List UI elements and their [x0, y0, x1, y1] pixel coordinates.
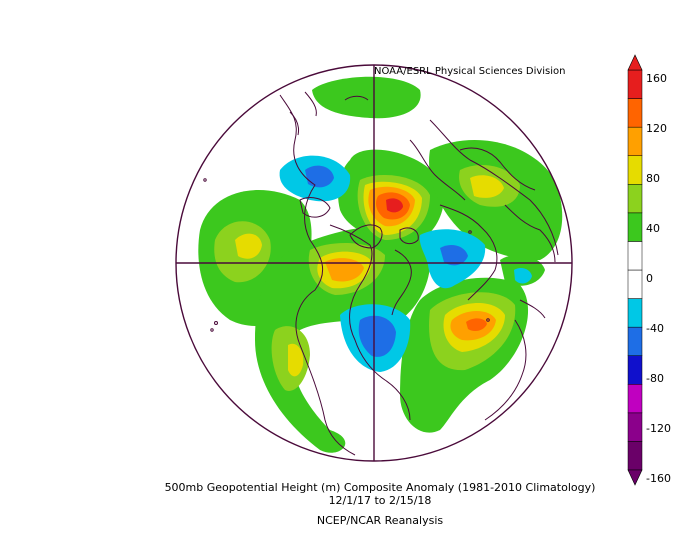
map-frame [175, 64, 573, 462]
colorbar [627, 54, 643, 486]
colorbar-tick-label: -80 [646, 372, 664, 385]
colorbar-tick-label: -40 [646, 322, 664, 335]
colorbar-swatch [627, 269, 643, 299]
colorbar-swatch [627, 126, 643, 156]
colorbar-swatch [627, 355, 643, 385]
colorbar-swatch [627, 384, 643, 414]
colorbar-tick-label: 40 [646, 222, 660, 235]
positive-anomaly-max [376, 192, 487, 332]
colorbar-swatch [627, 241, 643, 271]
colorbar-tick-label: -160 [646, 472, 671, 485]
caption-line-1: 500mb Geopotential Height (m) Composite … [164, 481, 596, 494]
colorbar-swatch [627, 155, 643, 185]
coastlines [203, 91, 559, 456]
colorbar-swatch [627, 326, 643, 356]
colorbar-bottom-arrow [627, 469, 643, 486]
colorbar-tick-label: -120 [646, 422, 671, 435]
colorbar-swatch [627, 298, 643, 328]
colorbar-swatch [627, 212, 643, 242]
colorbar-tick-label: 80 [646, 172, 660, 185]
colorbar-tick-label: 120 [646, 122, 667, 135]
colorbar-swatch [627, 412, 643, 442]
colorbar-tick-label: 160 [646, 72, 667, 85]
credit-label: NOAA/ESRL Physical Sciences Division [374, 66, 566, 77]
colorbar-swatch [627, 98, 643, 128]
colorbar-swatch [627, 184, 643, 214]
caption-line-3: NCEP/NCAR Reanalysis [316, 514, 444, 527]
colorbar-swatch [627, 441, 643, 471]
colorbar-swatch [627, 69, 643, 99]
colorbar-tick-label: 0 [646, 272, 653, 285]
caption-line-2: 12/1/17 to 2/15/18 [328, 494, 432, 507]
anomaly-field [198, 76, 563, 453]
colorbar-top-arrow [627, 54, 643, 71]
